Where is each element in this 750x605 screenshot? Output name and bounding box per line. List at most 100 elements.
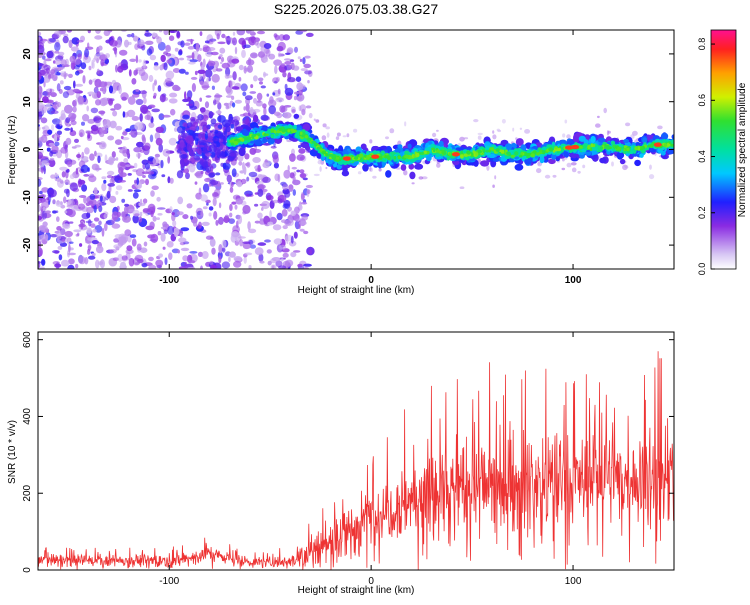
heatmap-noise-blob bbox=[253, 148, 262, 153]
heatmap-noise-blob bbox=[281, 209, 288, 217]
heatmap-ridge-cell bbox=[328, 153, 333, 157]
heatmap-ridge-cell bbox=[460, 154, 464, 159]
heatmap-noise-blob bbox=[296, 82, 304, 91]
heatmap-noise-blob bbox=[134, 179, 138, 184]
heatmap-noise-blob bbox=[166, 59, 173, 64]
heatmap-noise-blob bbox=[195, 137, 199, 146]
heatmap-noise-blob bbox=[211, 138, 219, 142]
heatmap-noise-blob bbox=[184, 91, 187, 100]
heatmap-noise-blob bbox=[218, 202, 222, 209]
heatmap-ridge-cell bbox=[386, 155, 391, 159]
heatmap-noise-blob bbox=[369, 166, 372, 171]
heatmap-noise-blob bbox=[524, 129, 531, 134]
heatmap-noise-blob bbox=[73, 80, 76, 89]
heatmap-noise-blob bbox=[49, 157, 55, 161]
heatmap-noise-blob bbox=[263, 58, 269, 63]
heatmap-noise-blob bbox=[38, 238, 44, 243]
heatmap-noise-blob bbox=[211, 73, 220, 83]
colorbar bbox=[710, 29, 737, 270]
heatmap-noise-blob bbox=[169, 206, 173, 213]
heatmap-noise-blob bbox=[77, 167, 81, 170]
heatmap-noise-blob bbox=[174, 127, 178, 132]
heatmap-noise-blob bbox=[132, 93, 140, 98]
heatmap-noise-blob bbox=[218, 216, 224, 225]
heatmap-noise-blob bbox=[120, 261, 126, 269]
heatmap-ridge-cell bbox=[426, 155, 432, 162]
heatmap-noise-blob bbox=[302, 57, 306, 65]
heatmap-noise-blob bbox=[266, 249, 272, 254]
heatmap-noise-blob bbox=[140, 149, 144, 153]
heatmap-noise-blob bbox=[246, 161, 251, 168]
heatmap-noise-blob bbox=[76, 154, 82, 158]
heatmap-noise-blob bbox=[231, 181, 234, 188]
heatmap-noise-blob bbox=[129, 234, 137, 239]
heatmap-noise-blob bbox=[160, 159, 164, 169]
heatmap-ridge-cell bbox=[532, 150, 537, 154]
heatmap-ridge-cell bbox=[563, 151, 570, 158]
heatmap-noise-blob bbox=[169, 177, 174, 184]
heatmap-noise-blob bbox=[257, 184, 266, 190]
heatmap-noise-blob bbox=[240, 178, 247, 185]
heatmap-ridge-cell bbox=[378, 155, 383, 160]
heatmap-ridge-cell bbox=[505, 149, 508, 153]
heatmap-noise-blob bbox=[40, 194, 47, 198]
heatmap-noise-blob bbox=[231, 168, 237, 178]
heatmap-noise-blob bbox=[153, 92, 157, 97]
heatmap-ridge-cell bbox=[515, 138, 524, 146]
heatmap-noise-blob bbox=[82, 75, 86, 84]
heatmap-noise-blob bbox=[133, 146, 142, 153]
heatmap-noise-blob bbox=[258, 77, 264, 82]
heatmap-noise-blob bbox=[115, 64, 118, 73]
heatmap-noise-blob bbox=[124, 203, 130, 207]
heatmap-noise-blob bbox=[199, 159, 204, 166]
heatmap-noise-blob bbox=[214, 129, 219, 134]
heatmap-noise-blob bbox=[107, 183, 115, 187]
heatmap-noise-blob bbox=[253, 75, 258, 82]
heatmap-noise-blob bbox=[229, 212, 233, 218]
heatmap-noise-blob bbox=[56, 130, 63, 136]
heatmap-ridge-cell bbox=[415, 152, 420, 158]
heatmap-noise-blob bbox=[242, 204, 251, 214]
heatmap-ridge-cell bbox=[441, 150, 445, 155]
heatmap-noise-blob bbox=[42, 206, 46, 212]
heatmap-noise-blob bbox=[69, 174, 75, 180]
heatmap-noise-blob bbox=[225, 37, 234, 41]
heatmap-noise-blob bbox=[64, 104, 73, 114]
heatmap-noise-blob bbox=[436, 129, 439, 132]
heatmap-noise-blob bbox=[411, 182, 415, 185]
heatmap-noise-blob bbox=[290, 210, 297, 217]
heatmap-noise-blob bbox=[219, 150, 226, 158]
heatmap-noise-blob bbox=[287, 165, 290, 172]
heatmap-noise-blob bbox=[182, 255, 189, 262]
heatmap-noise-blob bbox=[172, 220, 177, 227]
heatmap-noise-blob bbox=[148, 264, 157, 269]
heatmap-noise-blob bbox=[231, 201, 237, 205]
heatmap-noise-blob bbox=[68, 199, 72, 205]
heatmap-noise-blob bbox=[201, 251, 209, 259]
heatmap-noise-blob bbox=[296, 96, 303, 101]
heatmap-noise-blob bbox=[603, 107, 607, 114]
heatmap-ridge-cell bbox=[639, 153, 644, 158]
heatmap-noise-blob bbox=[188, 61, 196, 65]
heatmap-noise-blob bbox=[159, 94, 166, 103]
heatmap-noise-blob bbox=[143, 241, 148, 247]
colorbar-ticks: 0.0 0.2 0.4 0.6 0.8 bbox=[697, 38, 715, 275]
heatmap-noise-blob bbox=[206, 136, 215, 143]
heatmap-noise-blob bbox=[197, 69, 206, 75]
heatmap-noise-blob bbox=[432, 132, 437, 138]
heatmap-noise-blob bbox=[317, 160, 323, 165]
heatmap-noise-blob bbox=[209, 236, 214, 240]
heatmap-noise-blob bbox=[48, 38, 56, 43]
heatmap-noise-blob bbox=[101, 183, 107, 192]
heatmap-noise-blob bbox=[180, 161, 185, 170]
heatmap-noise-blob bbox=[197, 144, 205, 148]
heatmap-noise-blob bbox=[270, 145, 277, 149]
heatmap-noise-blob bbox=[186, 142, 191, 151]
heatmap-noise-blob bbox=[280, 63, 285, 67]
heatmap-noise-blob bbox=[117, 65, 124, 73]
heatmap-noise-blob bbox=[292, 189, 296, 196]
heatmap-noise-blob bbox=[70, 120, 77, 126]
heatmap-ridge-cell bbox=[238, 147, 246, 157]
